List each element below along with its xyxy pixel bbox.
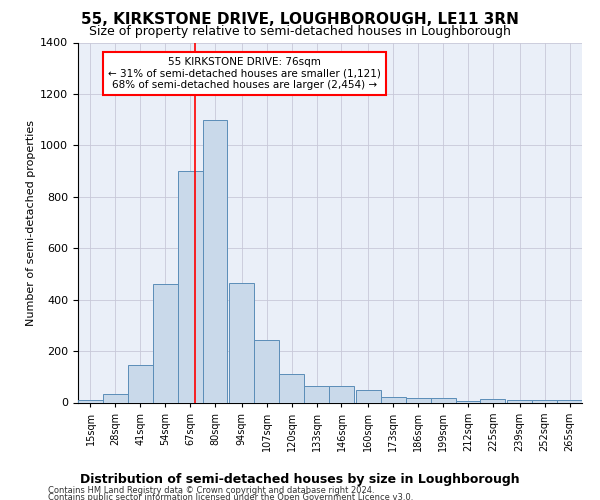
Text: Size of property relative to semi-detached houses in Loughborough: Size of property relative to semi-detach… bbox=[89, 25, 511, 38]
Text: Contains public sector information licensed under the Open Government Licence v3: Contains public sector information licen… bbox=[48, 494, 413, 500]
Bar bbox=[103, 394, 128, 402]
Text: Distribution of semi-detached houses by size in Loughborough: Distribution of semi-detached houses by … bbox=[80, 472, 520, 486]
Bar bbox=[304, 386, 329, 402]
Bar bbox=[153, 284, 178, 403]
Text: Contains HM Land Registry data © Crown copyright and database right 2024.: Contains HM Land Registry data © Crown c… bbox=[48, 486, 374, 495]
Bar bbox=[356, 390, 381, 402]
Bar bbox=[381, 397, 406, 402]
Bar bbox=[229, 283, 254, 403]
Bar bbox=[431, 398, 455, 402]
Bar bbox=[557, 400, 582, 402]
Bar bbox=[455, 401, 481, 402]
Bar bbox=[254, 340, 279, 402]
Bar bbox=[203, 120, 227, 403]
Bar bbox=[481, 400, 505, 402]
Y-axis label: Number of semi-detached properties: Number of semi-detached properties bbox=[26, 120, 36, 326]
Bar bbox=[279, 374, 304, 402]
Bar bbox=[78, 400, 103, 402]
Bar bbox=[406, 398, 431, 402]
Bar bbox=[532, 400, 557, 402]
Text: 55 KIRKSTONE DRIVE: 76sqm
← 31% of semi-detached houses are smaller (1,121)
68% : 55 KIRKSTONE DRIVE: 76sqm ← 31% of semi-… bbox=[108, 57, 381, 90]
Text: 55, KIRKSTONE DRIVE, LOUGHBOROUGH, LE11 3RN: 55, KIRKSTONE DRIVE, LOUGHBOROUGH, LE11 … bbox=[81, 12, 519, 28]
Bar bbox=[128, 365, 153, 403]
Bar bbox=[507, 400, 532, 402]
Bar bbox=[178, 171, 203, 402]
Bar bbox=[329, 386, 354, 402]
